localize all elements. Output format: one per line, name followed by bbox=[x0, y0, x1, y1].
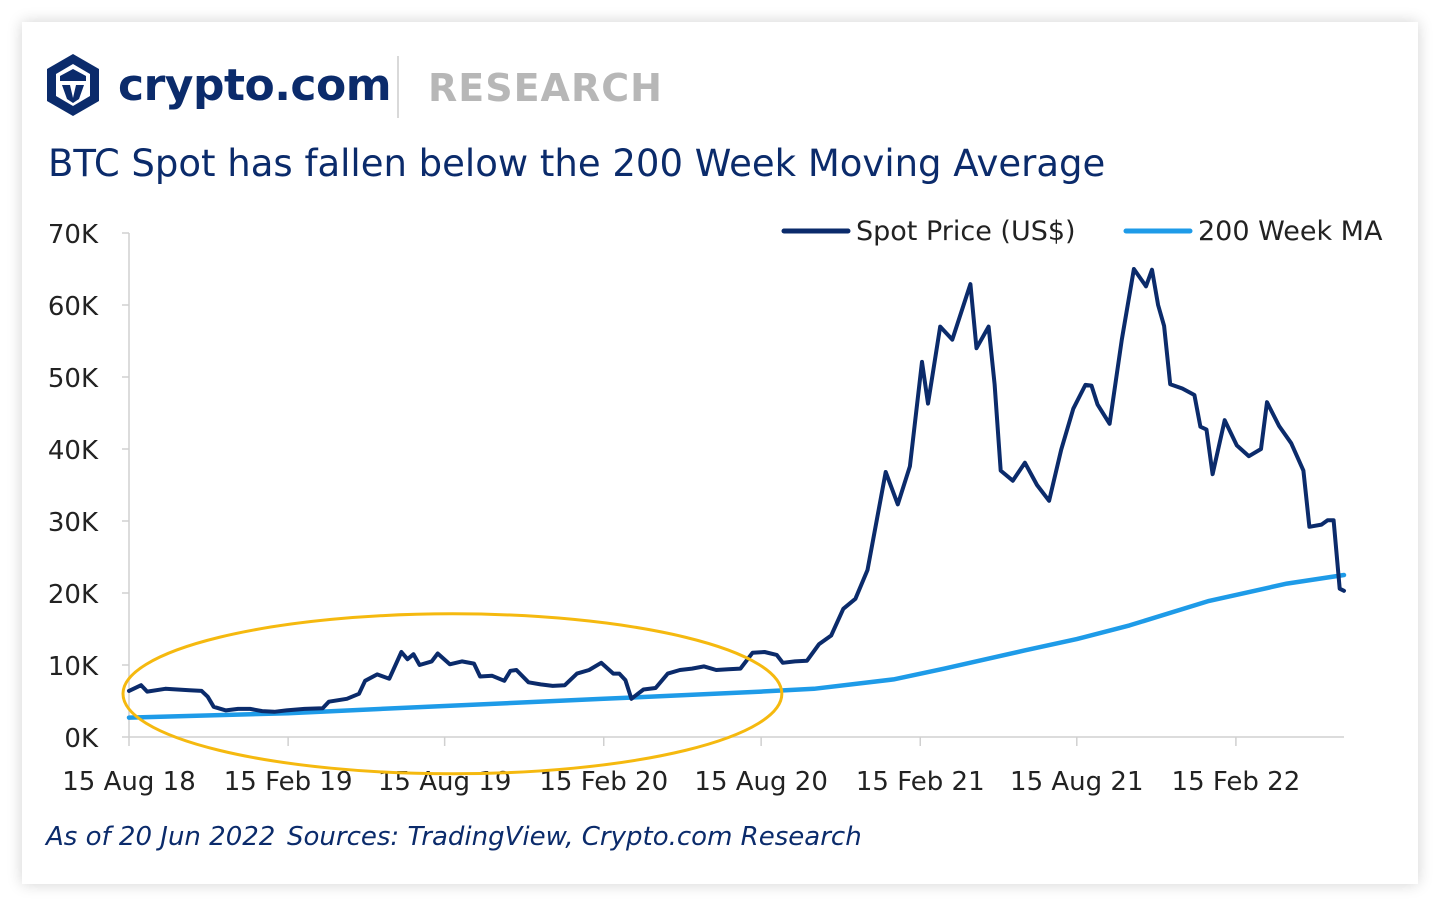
legend: Spot Price (US$) 200 Week MA bbox=[781, 216, 1383, 247]
legend-label-ma: 200 Week MA bbox=[1198, 216, 1383, 247]
y-tick-label: 0K bbox=[64, 724, 99, 754]
brand-name: crypto.com bbox=[118, 59, 392, 111]
section-label: RESEARCH bbox=[428, 66, 663, 110]
x-tick-label: 15 Feb 22 bbox=[1172, 767, 1301, 797]
spot-series-layer bbox=[127, 267, 1346, 714]
y-tick-label: 30K bbox=[48, 508, 99, 538]
y-tick-label: 10K bbox=[48, 652, 99, 682]
y-tick-label: 70K bbox=[48, 220, 99, 250]
axes: 0K 10K 20K 30K 40K 50K 60K 70K 15 Aug 18 15 Feb 1… bbox=[48, 220, 1344, 797]
spot-line bbox=[127, 267, 1346, 714]
highlight-ellipse bbox=[121, 612, 784, 776]
x-tick-label: 15 Aug 18 bbox=[62, 767, 195, 797]
x-tick-label: 15 Feb 19 bbox=[224, 767, 353, 797]
footer-as-of: As of 20 Jun 2022 bbox=[46, 822, 276, 852]
x-tick-label: 15 Feb 20 bbox=[539, 767, 668, 797]
x-tick-label: 15 Aug 20 bbox=[694, 767, 827, 797]
brand-divider bbox=[397, 56, 399, 118]
brand-logo[interactable]: crypto.com bbox=[44, 52, 392, 118]
y-tick-label: 60K bbox=[48, 292, 99, 322]
y-tick-label: 50K bbox=[48, 364, 99, 394]
ma-line bbox=[126, 572, 1347, 720]
y-tick-label: 20K bbox=[48, 580, 99, 610]
ma-series-layer bbox=[126, 572, 1347, 720]
annotation-layer bbox=[121, 612, 784, 776]
chart-title: BTC Spot has fallen below the 200 Week M… bbox=[48, 142, 1106, 185]
legend-label-spot: Spot Price (US$) bbox=[856, 216, 1076, 247]
x-tick-label: 15 Aug 21 bbox=[1010, 767, 1143, 797]
crypto-logo-icon bbox=[47, 54, 99, 116]
y-tick-label: 40K bbox=[48, 436, 99, 466]
footer-sources: Sources: TradingView, Crypto.com Researc… bbox=[287, 822, 862, 852]
x-tick-label: 15 Feb 21 bbox=[856, 767, 985, 797]
